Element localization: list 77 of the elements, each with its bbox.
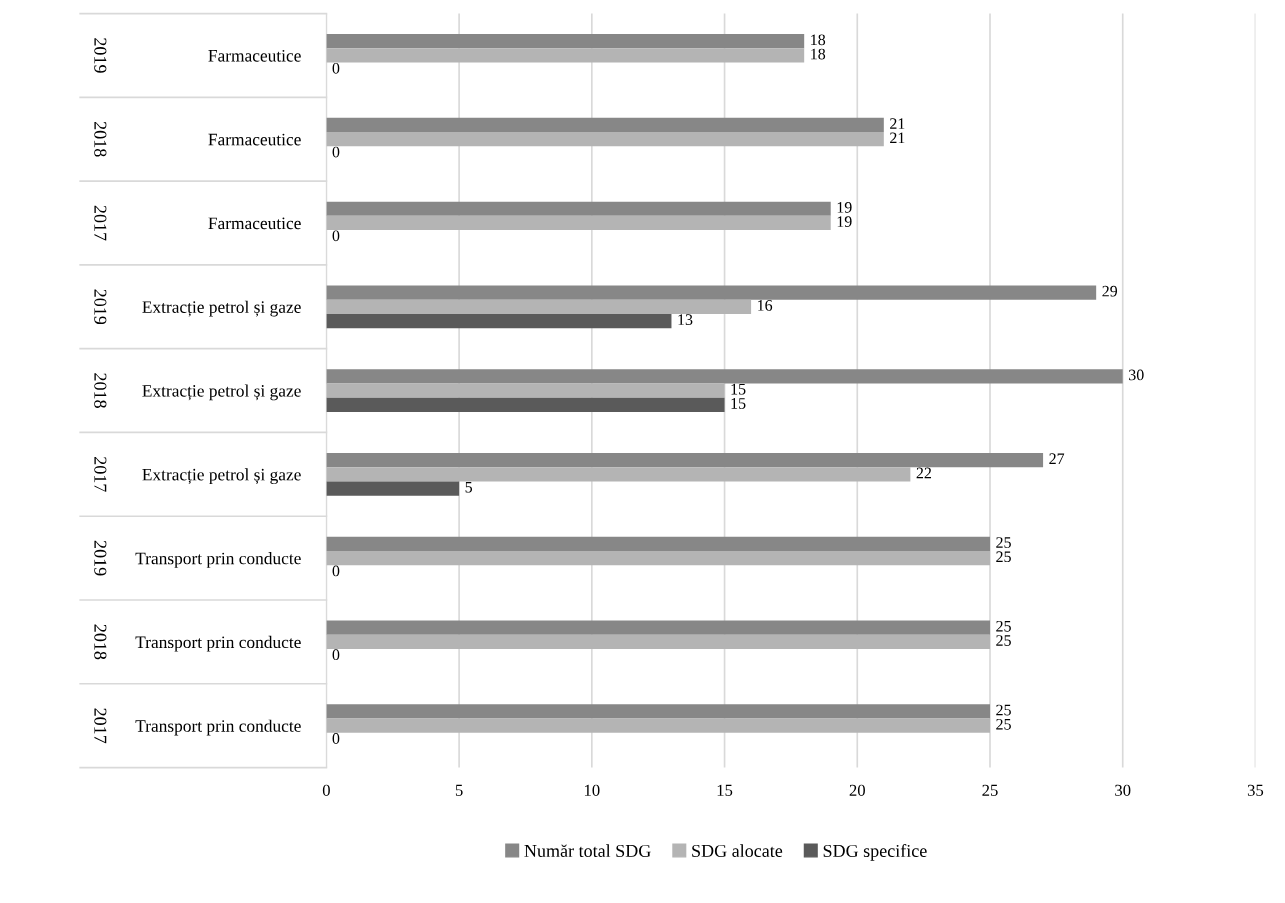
bar: [326, 313, 672, 329]
text: 2019: [94, 38, 107, 73]
x-tick-label: 30: [1115, 784, 1131, 796]
data-label: 25: [996, 551, 1011, 563]
data-label: 0: [332, 565, 340, 577]
bar: [326, 536, 990, 551]
y-tick-label: Extracție petrol și gaze: [142, 384, 301, 401]
bar: [326, 34, 805, 49]
x-tick-label: 15: [717, 784, 733, 796]
legend-label: SDG alocate: [692, 844, 783, 858]
data-label: 0: [332, 733, 340, 744]
bar: [326, 481, 460, 496]
bar: [326, 550, 990, 566]
data-label: 19: [837, 216, 852, 227]
bar: [326, 132, 884, 147]
text: 2019: [94, 540, 107, 576]
bar: [326, 299, 752, 314]
data-label: 15: [731, 398, 746, 409]
data-label: 0: [332, 62, 340, 74]
bar: [326, 383, 725, 398]
bar: [326, 117, 884, 133]
data-label: 5: [465, 481, 473, 493]
data-label: 25: [996, 635, 1011, 646]
data-label: 21: [890, 132, 905, 144]
x-tick-label: 25: [982, 784, 998, 796]
y-tick-label: Transport prin conducte: [135, 719, 301, 736]
x-tick-label: 0: [322, 784, 330, 796]
data-label: 30: [1129, 369, 1144, 381]
text: 2018: [94, 624, 107, 660]
y-tick-label: Extracție petrol și gaze: [142, 468, 301, 485]
y-tick-label: Transport prin conducte: [135, 635, 301, 652]
y-tick-label: Farmaceutice: [208, 133, 301, 146]
text: 2018: [94, 121, 107, 157]
text: 2017: [94, 205, 107, 241]
data-label: 25: [996, 620, 1011, 632]
data-label: 21: [890, 118, 905, 129]
x-tick-label: 35: [1247, 784, 1264, 796]
bar: [326, 718, 990, 733]
data-label: 0: [332, 146, 340, 158]
y-tick-label: Transport prin conducte: [135, 552, 301, 568]
data-label: 18: [811, 34, 826, 46]
data-label: 25: [996, 537, 1011, 548]
data-label: 0: [332, 649, 340, 661]
data-label: 18: [811, 48, 826, 60]
bar: [326, 704, 990, 719]
text: 2019: [94, 289, 107, 325]
data-label: 25: [996, 704, 1011, 716]
data-label: 27: [1049, 453, 1065, 464]
bar: [326, 634, 990, 649]
x-tick-label: 5: [455, 784, 463, 796]
data-label: 19: [837, 202, 852, 213]
text: 2017: [94, 457, 107, 492]
bar: [326, 48, 805, 63]
data-label: 15: [731, 383, 746, 395]
data-label: 22: [916, 467, 932, 479]
bar: [326, 620, 990, 635]
data-label: 29: [1102, 285, 1118, 297]
x-tick-label: 20: [849, 784, 865, 796]
bar: [326, 452, 1044, 468]
bar: [326, 201, 831, 216]
data-label: 0: [332, 230, 340, 242]
legend-label: SDG specifice: [823, 844, 927, 861]
text: 2017: [94, 708, 107, 744]
y-tick-label: Farmaceutice: [208, 217, 301, 230]
bar: [326, 467, 911, 482]
text: 2018: [94, 373, 107, 408]
y-tick-label: Extracție petrol și gaze: [142, 300, 301, 317]
y-tick-label: Farmaceutice: [208, 49, 301, 62]
bar: [326, 397, 725, 412]
x-tick-label: 10: [584, 784, 600, 796]
data-label: 25: [996, 718, 1011, 730]
legend-label: Număr total SDG: [524, 844, 651, 858]
bar: [326, 369, 1123, 384]
data-label: 13: [678, 314, 693, 326]
data-label: 16: [758, 300, 773, 311]
bar: [326, 215, 831, 231]
bar: [326, 285, 1097, 300]
